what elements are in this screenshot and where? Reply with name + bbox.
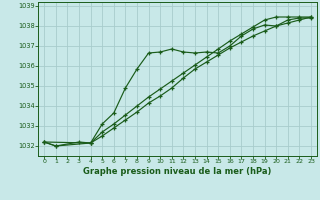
X-axis label: Graphe pression niveau de la mer (hPa): Graphe pression niveau de la mer (hPa)	[84, 167, 272, 176]
